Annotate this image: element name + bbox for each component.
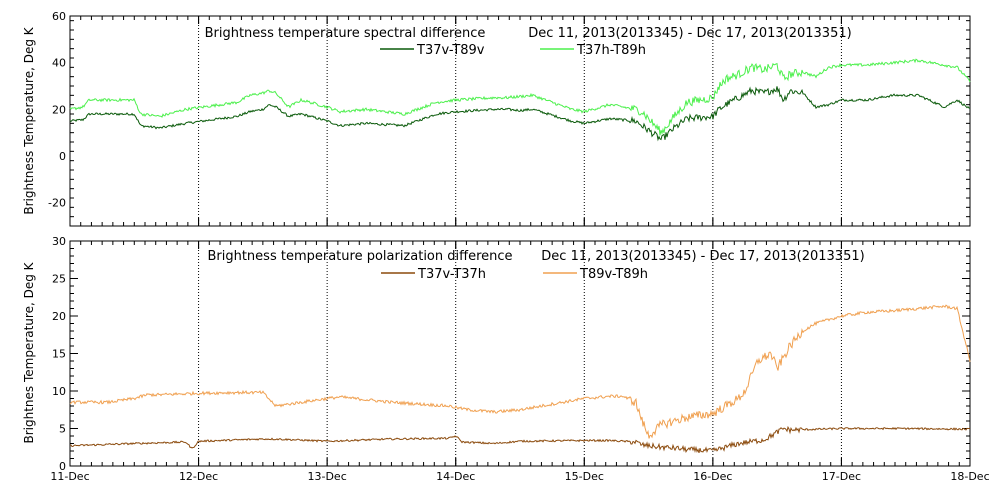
x-tick-label: 18-Dec (950, 470, 989, 483)
legend-label-t37v-t37h: T37v-T37h (417, 267, 486, 282)
bottom-y-axis-label: Brightnes Temperature, Deg K (22, 261, 36, 443)
series-line-t37v-t37h (69, 425, 971, 454)
bottom-chart-date-range: Dec 11, 2013(2013345) - Dec 17, 2013(201… (541, 249, 864, 264)
y-tick-label: 10 (52, 385, 66, 398)
y-tick-label: 0 (59, 150, 66, 163)
bottom-chart-title: Brightness temperature polarization diff… (207, 249, 512, 264)
polarization-difference-panel: Brightness temperature polarization diff… (22, 235, 990, 483)
top-chart-date-range: Dec 11, 2013(2013345) - Dec 17, 2013(201… (528, 26, 851, 41)
x-tick-label: 12-Dec (179, 470, 218, 483)
top-legend: T37v-T89v T37h-T89h (380, 43, 646, 58)
y-tick-label: 20 (52, 310, 66, 323)
bottom-legend: T37v-T37h T89v-T89h (381, 267, 648, 282)
x-tick-label: 16-Dec (693, 470, 732, 483)
x-tick-label: 13-Dec (308, 470, 347, 483)
y-tick-label: 5 (59, 423, 66, 436)
legend-label-t89v-t89h: T89v-T89h (579, 267, 648, 282)
y-tick-label: -20 (48, 197, 66, 210)
x-tick-label: 11-Dec (50, 470, 89, 483)
legend-label-t37v-t89v: T37v-T89v (416, 43, 485, 58)
x-tick-label: 17-Dec (822, 470, 861, 483)
y-tick-label: 30 (52, 235, 66, 248)
series-line-t37v-t89v (69, 86, 971, 142)
y-tick-label: 0 (59, 460, 66, 473)
y-tick-label: 20 (52, 103, 66, 116)
y-tick-label: 40 (52, 57, 66, 70)
series-line-t37h-t89h (69, 58, 971, 136)
top-y-axis-label: Brightness Temperature, Deg K (22, 26, 36, 214)
series-line-t89v-t89h (69, 304, 971, 439)
x-tick-label: 14-Dec (436, 470, 475, 483)
legend-label-t37h-t89h: T37h-T89h (576, 43, 646, 58)
y-tick-label: 25 (52, 273, 66, 286)
spectral-difference-panel: Brightness temperature spectral differen… (22, 10, 971, 227)
y-tick-label: 15 (52, 348, 66, 361)
y-tick-label: 60 (52, 10, 66, 23)
top-chart-title: Brightness temperature spectral differen… (205, 26, 486, 41)
plot-frame (69, 240, 971, 467)
x-tick-label: 15-Dec (565, 470, 604, 483)
